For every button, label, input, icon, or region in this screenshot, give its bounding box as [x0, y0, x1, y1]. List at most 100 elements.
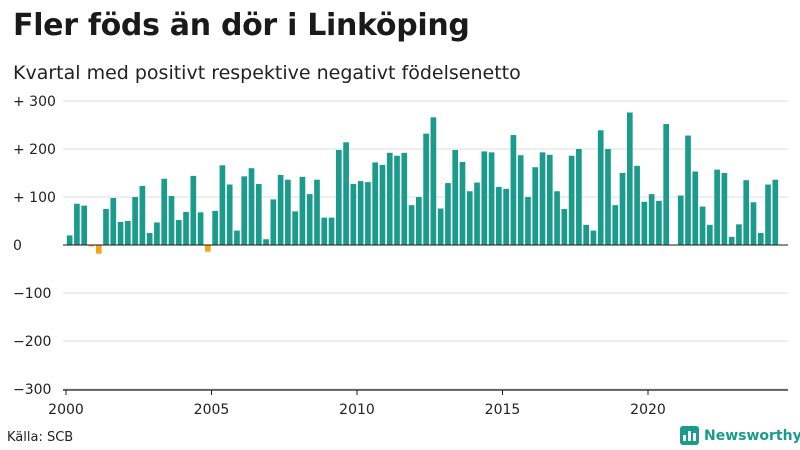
bar: [219, 165, 226, 245]
bar: [648, 194, 655, 245]
bar: [576, 149, 582, 245]
bar: [554, 191, 560, 245]
bar: [714, 169, 720, 245]
bar: [270, 199, 277, 245]
x-tick-label: 2015: [485, 402, 521, 418]
bar: [321, 217, 328, 245]
bar: [525, 197, 531, 245]
bar: [234, 230, 240, 245]
bar: [190, 175, 197, 245]
chart-title: Fler föds än dör i Linköping: [13, 8, 470, 43]
bar: [161, 178, 168, 245]
newsworthy-logo: Newsworthy: [680, 426, 800, 445]
bar: [401, 152, 408, 245]
bar: [110, 197, 117, 245]
bar: [539, 152, 546, 245]
bar: [394, 155, 400, 245]
bar: [379, 164, 386, 245]
bar: [474, 182, 480, 245]
bar: [466, 191, 473, 245]
y-tick-label: + 100: [13, 190, 56, 206]
bar: [452, 149, 459, 245]
bar: [561, 209, 568, 245]
bar: [255, 184, 262, 245]
bar: [183, 211, 189, 245]
bar: [568, 155, 575, 245]
bar: [757, 233, 764, 245]
x-tick-label: 2020: [630, 402, 666, 418]
y-tick-label: −300: [13, 382, 51, 398]
bar: [517, 155, 524, 245]
chart-subtitle: Kvartal med positivt respektive negativt…: [13, 62, 521, 84]
bar: [277, 174, 284, 245]
bar: [263, 239, 269, 245]
bar: [590, 230, 597, 245]
bar: [285, 179, 291, 245]
bar: [685, 135, 691, 245]
bar: [445, 183, 451, 245]
bar: [772, 179, 779, 245]
bar: [103, 209, 109, 245]
bar-chart-icon: [680, 426, 699, 445]
bar: [430, 117, 437, 245]
bar: [423, 133, 429, 245]
bar: [95, 245, 102, 254]
bar: [736, 224, 742, 245]
y-tick-label: + 200: [13, 142, 56, 158]
y-tick-label: −200: [13, 334, 51, 350]
bar: [88, 245, 95, 247]
x-tick-label: 2010: [339, 402, 375, 418]
bar: [488, 152, 495, 245]
bar: [496, 186, 502, 245]
bar: [350, 184, 357, 245]
bar: [481, 151, 488, 245]
bar: [306, 194, 313, 245]
x-tick-label: 2000: [48, 402, 84, 418]
bar: [597, 130, 604, 245]
brand-name: Newsworthy: [704, 427, 800, 444]
bar: [66, 235, 73, 245]
bar: [750, 202, 757, 245]
bar: [132, 197, 138, 245]
bar: [707, 224, 713, 245]
bar: [241, 176, 248, 245]
bar: [212, 210, 218, 245]
bar: [437, 208, 444, 245]
y-tick-label: 0: [13, 238, 22, 254]
y-tick-label: −100: [13, 286, 51, 302]
bar: [510, 135, 517, 245]
bar: [168, 196, 175, 245]
bar: [605, 149, 611, 245]
x-tick-label: 2005: [194, 402, 230, 418]
bar: [663, 124, 670, 245]
bar: [74, 203, 80, 245]
bar: [677, 195, 684, 245]
bar: [743, 180, 750, 245]
bar: [81, 205, 88, 245]
bar: [728, 236, 735, 245]
bar: [386, 152, 393, 245]
bar: [408, 205, 415, 245]
bar: [328, 217, 335, 245]
bar: [117, 221, 124, 245]
bar: [459, 161, 466, 245]
bar: [546, 154, 553, 245]
bar: [612, 205, 619, 245]
bar: [583, 224, 589, 245]
bar: [139, 185, 146, 245]
bar: [532, 167, 539, 245]
bar: [416, 197, 422, 245]
bar: [226, 184, 233, 245]
bar: [197, 212, 204, 245]
bar: [656, 200, 662, 245]
bar: [619, 173, 626, 245]
bar: [292, 211, 298, 245]
bar: [357, 181, 364, 245]
bar: [626, 112, 633, 246]
bar: [154, 222, 160, 245]
bar: [125, 221, 131, 245]
bar: [299, 176, 306, 245]
bar: [205, 245, 211, 252]
bar: [175, 220, 182, 245]
